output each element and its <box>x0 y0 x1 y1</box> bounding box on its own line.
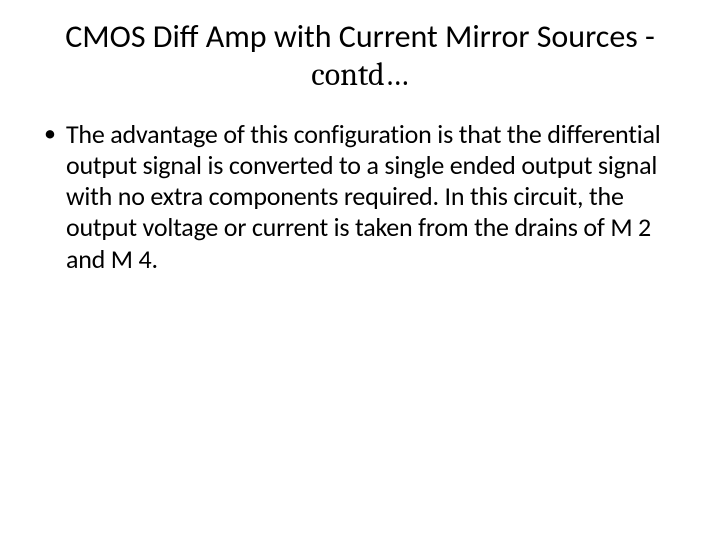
slide-container: CMOS Diff Amp with Current Mirror Source… <box>0 0 720 540</box>
slide-title: CMOS Diff Amp with Current Mirror Source… <box>38 18 682 95</box>
title-main: CMOS Diff Amp with Current Mirror Source… <box>65 17 655 56</box>
bullet-marker: • <box>44 119 56 149</box>
bullet-item: • The advantage of this configuration is… <box>44 119 682 275</box>
title-contd: contd… <box>311 56 409 93</box>
bullet-text: The advantage of this configuration is t… <box>66 119 682 275</box>
slide-content: • The advantage of this configuration is… <box>38 119 682 275</box>
